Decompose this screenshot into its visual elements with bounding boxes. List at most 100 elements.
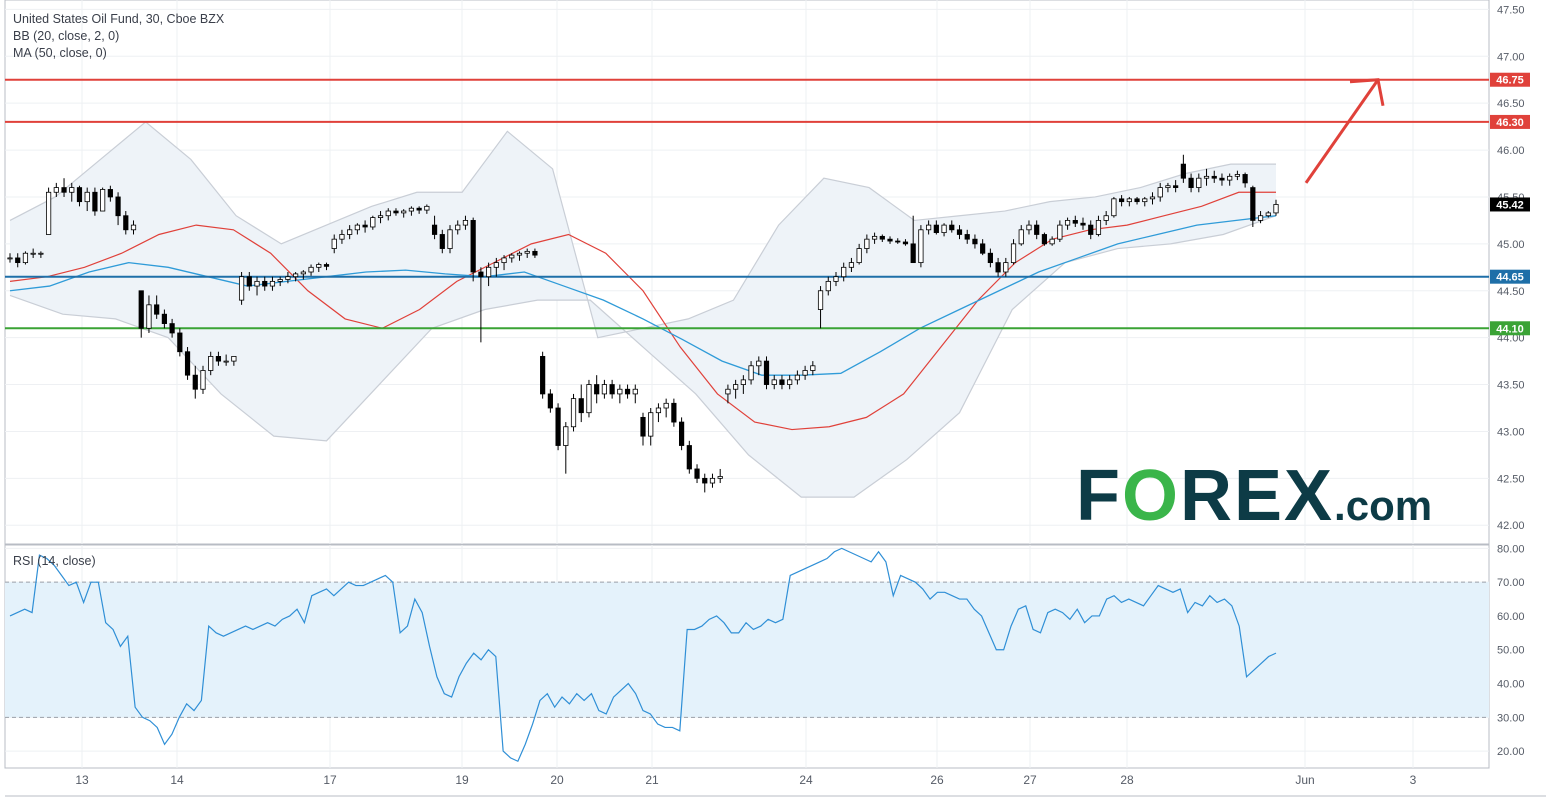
candle <box>439 229 445 254</box>
candle <box>238 272 245 305</box>
candle-body <box>871 235 878 240</box>
candle-body <box>331 238 337 249</box>
candle <box>910 215 916 264</box>
candle-body <box>941 224 947 234</box>
candle <box>92 187 98 216</box>
candle <box>262 276 268 291</box>
candle <box>702 473 708 493</box>
rsi-band-fill <box>5 582 1489 718</box>
candle-body <box>1049 238 1055 245</box>
candle <box>501 255 507 271</box>
candle <box>424 204 430 214</box>
candle <box>1003 257 1009 277</box>
candle <box>563 422 569 474</box>
candle-body <box>540 356 546 395</box>
candle-body <box>1018 229 1024 245</box>
candle-body <box>933 224 939 234</box>
candle <box>532 248 538 258</box>
candle <box>1273 199 1279 216</box>
candle <box>123 211 129 235</box>
candle <box>972 234 978 249</box>
candle <box>964 229 970 244</box>
rsi-tick-label: 80.00 <box>1497 543 1525 555</box>
candle <box>177 328 183 357</box>
candle <box>671 398 677 427</box>
candle-body <box>1088 224 1094 235</box>
candle-body <box>1250 187 1256 221</box>
candle-body <box>1219 177 1225 181</box>
candle <box>354 223 360 235</box>
candle-body <box>1257 215 1264 221</box>
candle-body <box>38 252 44 255</box>
candle <box>817 286 824 329</box>
candle-body <box>555 407 561 446</box>
candle <box>717 468 723 484</box>
candle-body <box>902 241 909 245</box>
candle <box>825 276 831 296</box>
candle-body <box>269 280 276 287</box>
logo-f: F <box>1076 456 1122 536</box>
candle-body <box>787 379 793 385</box>
candle-body <box>447 229 453 249</box>
candle-body <box>1026 224 1032 231</box>
candle-body <box>1196 177 1202 188</box>
candle-body <box>1165 185 1171 188</box>
x-tick-label: 26 <box>930 773 944 787</box>
candle <box>285 272 291 284</box>
candle <box>53 182 59 197</box>
candle <box>694 464 700 484</box>
candle <box>323 262 330 271</box>
candle-body <box>802 370 808 376</box>
candle-body <box>192 374 198 390</box>
candle <box>555 403 561 451</box>
candle <box>763 356 770 390</box>
candle-body <box>115 196 121 217</box>
x-tick-label: 19 <box>455 773 469 787</box>
candle-body <box>895 240 901 243</box>
candle <box>184 347 191 380</box>
candle-body <box>1134 198 1140 203</box>
rsi-tick-label: 40.00 <box>1497 679 1525 691</box>
candle <box>601 379 608 399</box>
candle <box>1126 196 1132 207</box>
candle-body <box>1072 220 1078 224</box>
candle <box>370 215 376 230</box>
candles <box>7 154 1279 493</box>
candle <box>38 251 44 258</box>
candle-body <box>69 187 75 193</box>
candle-body <box>30 252 36 255</box>
candle <box>76 185 83 207</box>
y-tick-label: 46.00 <box>1497 145 1525 157</box>
candle-body <box>1080 222 1086 226</box>
candle-body <box>949 224 955 231</box>
candle-body <box>285 276 291 280</box>
candle <box>848 257 855 272</box>
level-price-label: 44.10 <box>1496 323 1524 335</box>
candle <box>833 272 839 287</box>
candle <box>1049 236 1055 246</box>
candle-body <box>1149 196 1156 200</box>
candle <box>547 389 553 413</box>
candle-body <box>516 252 523 256</box>
candle-body <box>184 351 191 376</box>
candle <box>115 192 121 226</box>
candle <box>61 178 67 197</box>
candle <box>678 417 685 451</box>
candle-body <box>401 210 407 214</box>
x-tick-label: 14 <box>170 773 184 787</box>
candle <box>401 209 407 218</box>
candle <box>1250 185 1256 227</box>
x-tick-label: 13 <box>75 773 89 787</box>
y-tick-label: 44.50 <box>1497 286 1525 298</box>
candle-body <box>45 191 52 235</box>
candle <box>223 354 229 366</box>
candle-body <box>748 365 754 381</box>
candle-body <box>146 304 152 329</box>
rsi-tick-label: 60.00 <box>1497 611 1525 623</box>
candle-body <box>169 323 175 334</box>
candle <box>1010 239 1017 265</box>
candle <box>1196 173 1202 193</box>
candle <box>771 375 777 390</box>
x-tick-label: Jun <box>1295 773 1314 787</box>
